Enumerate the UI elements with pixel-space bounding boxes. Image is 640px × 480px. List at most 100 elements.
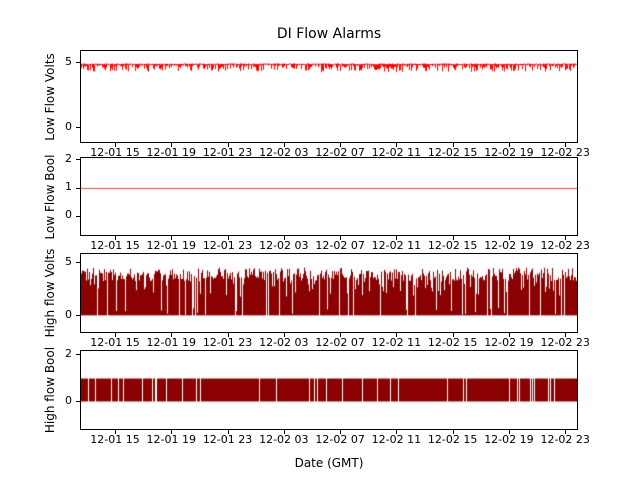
low-flow-bool-series: [81, 158, 577, 235]
y-tick-mark: [76, 127, 80, 128]
high-flow-volts-series: [81, 254, 577, 332]
y-tick-mark: [76, 262, 80, 264]
x-tick-mark: [396, 236, 398, 240]
x-tick-mark: [508, 333, 510, 337]
x-tick-label: 12-02 11: [371, 239, 422, 252]
y-axis-label-high-flow-bool: High flow Bool: [43, 346, 57, 434]
y-tick-label: 2: [65, 346, 72, 360]
y-tick-label: 0: [65, 119, 72, 133]
x-tick-mark: [452, 236, 454, 240]
x-tick-label: 12-02 19: [484, 146, 534, 159]
y-tick-mark: [76, 401, 80, 403]
x-tick-mark: [171, 143, 173, 147]
x-tick-label: 12-02 07: [315, 433, 365, 446]
x-tick-label: 12-02 23: [540, 433, 590, 446]
x-tick-mark: [396, 143, 398, 147]
x-tick-label: 12-01 19: [146, 146, 197, 159]
x-tick-mark: [340, 333, 342, 337]
x-tick-mark: [508, 430, 510, 434]
x-tick-mark: [227, 236, 229, 240]
y-tick-label: 1: [65, 180, 72, 194]
x-tick-mark: [340, 143, 342, 147]
x-tick-mark: [115, 236, 116, 240]
x-tick-label: 12-01 15: [90, 336, 140, 349]
x-tick-label: 12-02 07: [315, 336, 365, 349]
x-tick-mark: [115, 143, 116, 147]
x-tick-mark: [171, 333, 173, 337]
x-tick-mark: [565, 333, 567, 337]
x-tick-label: 12-02 03: [259, 336, 309, 349]
x-tick-label: 12-02 23: [540, 336, 590, 349]
x-tick-label: 12-01 15: [90, 146, 140, 159]
x-tick-label: 12-02 23: [540, 239, 590, 252]
x-tick-label: 12-02 07: [315, 239, 365, 252]
x-tick-mark: [171, 236, 173, 240]
x-tick-label: 12-02 11: [371, 336, 422, 349]
x-tick-label: 12-01 23: [202, 336, 253, 349]
subplot-high-flow-volts: [80, 253, 578, 333]
x-tick-mark: [565, 143, 567, 147]
x-tick-label: 12-01 23: [202, 146, 253, 159]
y-tick-mark: [76, 315, 80, 317]
y-tick-mark: [76, 62, 80, 64]
high-flow-bool-series: [81, 351, 577, 429]
x-tick-label: 12-02 15: [427, 146, 478, 159]
y-tick-label: 0: [65, 307, 72, 321]
x-tick-label: 12-02 11: [371, 433, 422, 446]
x-tick-label: 12-02 15: [427, 433, 478, 446]
y-tick-mark: [76, 187, 80, 189]
x-axis-label: Date (GMT): [294, 456, 364, 470]
x-tick-label: 12-02 07: [315, 146, 365, 159]
x-tick-mark: [508, 236, 510, 240]
x-tick-mark: [283, 333, 285, 337]
x-tick-label: 12-01 15: [90, 433, 140, 446]
x-tick-mark: [340, 236, 342, 240]
x-tick-label: 12-02 19: [484, 239, 534, 252]
chart-title: DI Flow Alarms: [276, 26, 382, 42]
x-tick-mark: [396, 333, 398, 337]
x-tick-mark: [340, 430, 342, 434]
x-tick-label: 12-01 19: [146, 336, 197, 349]
x-tick-mark: [565, 430, 567, 434]
x-tick-mark: [396, 430, 398, 434]
x-tick-label: 12-01 19: [146, 239, 197, 252]
subplot-low-flow-bool: [80, 157, 578, 236]
x-tick-label: 12-01 15: [90, 239, 140, 252]
x-tick-mark: [171, 430, 173, 434]
y-tick-label: 5: [65, 54, 72, 68]
x-tick-label: 12-02 15: [427, 336, 478, 349]
x-tick-mark: [283, 430, 285, 434]
x-tick-label: 12-01 19: [146, 433, 197, 446]
low-flow-volts-series: [81, 51, 577, 142]
subplot-high-flow-bool: [80, 350, 578, 430]
subplot-low-flow-volts: [80, 50, 578, 143]
x-tick-mark: [508, 143, 510, 147]
x-tick-label: 12-01 23: [202, 239, 253, 252]
x-tick-label: 12-02 19: [484, 336, 534, 349]
y-axis-label-low-flow-bool: Low Flow Bool: [43, 154, 57, 239]
x-tick-mark: [452, 333, 454, 337]
x-tick-label: 12-02 19: [484, 433, 534, 446]
x-tick-mark: [227, 143, 229, 147]
x-tick-mark: [452, 143, 454, 147]
x-tick-mark: [227, 333, 229, 337]
y-tick-mark: [76, 159, 80, 161]
y-tick-label: 5: [65, 254, 72, 268]
x-tick-label: 12-02 15: [427, 239, 478, 252]
x-tick-mark: [283, 143, 285, 147]
x-tick-mark: [115, 430, 116, 434]
y-tick-label: 0: [65, 208, 72, 222]
y-tick-label: 2: [65, 151, 72, 165]
x-tick-label: 12-01 23: [202, 433, 253, 446]
x-tick-mark: [565, 236, 567, 240]
x-tick-mark: [115, 333, 116, 337]
x-tick-label: 12-02 23: [540, 146, 590, 159]
y-tick-mark: [76, 354, 80, 356]
x-tick-label: 12-02 03: [259, 146, 309, 159]
y-tick-mark: [76, 215, 80, 217]
x-tick-mark: [452, 430, 454, 434]
x-tick-label: 12-02 03: [259, 433, 309, 446]
x-tick-mark: [227, 430, 229, 434]
x-tick-label: 12-02 03: [259, 239, 309, 252]
